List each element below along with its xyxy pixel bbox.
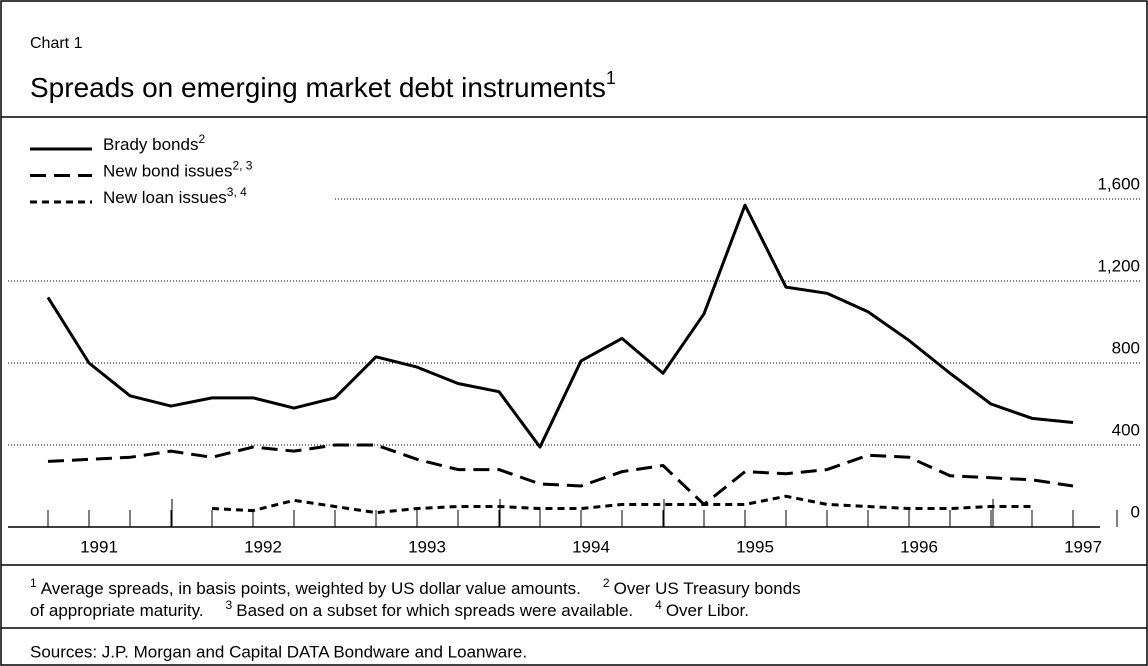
legend-name: Brady bonds [103,135,198,154]
legend-note: 3, 4 [227,185,247,199]
legend-name: New loan issues [103,188,227,207]
legend-name: New bond issues [103,162,232,181]
sources: Sources: J.P. Morgan and Capital DATA Bo… [30,642,527,661]
y-tick-label: 1,600 [1097,174,1140,193]
series-line [46,203,1074,449]
title-note: 1 [606,68,616,88]
legend-note: 2 [198,132,205,146]
y-tick-label: 1,200 [1097,256,1140,275]
y-tick-label: 400 [1112,420,1140,439]
x-tick-label: 1994 [572,537,610,556]
x-tick-label: 1993 [408,537,446,556]
footnote-text: Based on a subset for which spreads were… [236,601,633,620]
x-tick-label: 1992 [244,537,282,556]
footnote-mark: 2 [603,576,610,590]
footnote: of appropriate maturity. 3 Based on a subs… [30,598,749,620]
x-tick-label: 1996 [900,537,938,556]
series-line [211,494,1032,515]
footnote-text: Over US Treasury bonds [614,579,801,598]
chart-label: Chart 1 [30,35,83,52]
chart-title: Spreads on emerging market debt instrume… [30,68,616,104]
y-tick-label: 0 [1131,502,1140,521]
footnote-mark: 4 [655,598,662,612]
legend-entry: New loan issues3, 4 [103,185,247,207]
footnote-text: Over Libor. [666,601,749,620]
footnote-text: of appropriate maturity. [30,601,204,620]
footnote: 1 Average spreads, in basis points, weigh… [30,576,801,598]
title-text: Spreads on emerging market debt instrume… [30,72,606,103]
legend-entry: Brady bonds2 [103,132,205,154]
footnote-mark: 3 [226,598,233,612]
series-line [47,443,1074,506]
footnote-text: Average spreads, in basis points, weight… [41,579,581,598]
x-tick-label: 1995 [736,537,774,556]
legend-note: 2, 3 [232,159,252,173]
x-tick-label: 1991 [80,537,118,556]
legend-background [8,125,333,210]
footnote-mark: 1 [30,576,37,590]
x-tick-label: 1997 [1064,537,1102,556]
y-tick-label: 800 [1112,338,1140,357]
legend-entry: New bond issues2, 3 [103,159,253,181]
